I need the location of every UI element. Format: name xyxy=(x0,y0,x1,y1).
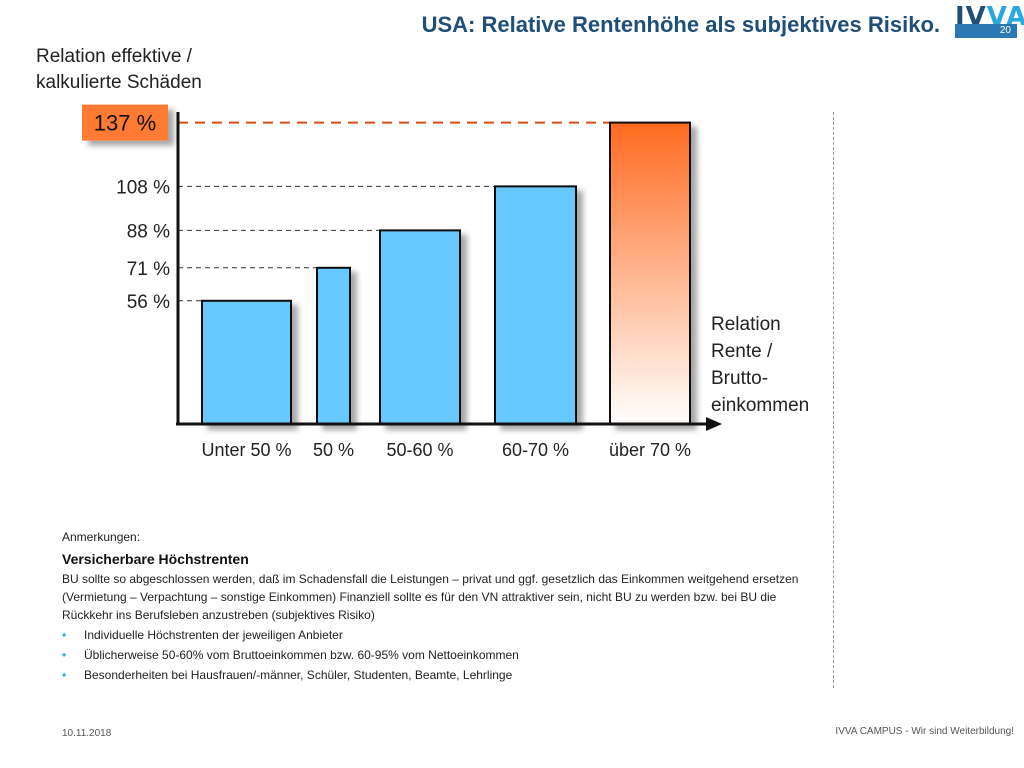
value-label-2: 88 % xyxy=(127,221,170,242)
chart-axes xyxy=(176,112,722,431)
bullet-icon: • xyxy=(62,668,67,682)
notes-caption: Anmerkungen: xyxy=(62,530,141,544)
notes-paragraph: BU sollte so abgeschlossen werden, daß i… xyxy=(62,572,799,622)
bullet-text: Besonderheiten bei Hausfrauen/-männer, S… xyxy=(84,668,513,682)
category-label-2: 50-60 % xyxy=(386,440,453,460)
highlight-label-bg xyxy=(82,104,168,141)
value-guide-lines xyxy=(178,121,610,302)
category-label-1: 50 % xyxy=(313,440,354,460)
bullet-text: Üblicherweise 50-60% vom Bruttoeinkommen… xyxy=(84,648,519,662)
bars-group xyxy=(201,121,691,425)
bullet-text: Individuelle Höchstrenten der jeweiligen… xyxy=(84,628,343,642)
bar-chart: 56 % 71 % 88 % 108 % 137 % Unter 50 % 50 % 50-… xyxy=(82,104,722,460)
slide-title: USA: Relative Rentenhöhe als subjektives… xyxy=(421,12,940,37)
value-labels-group: 56 % 71 % 88 % 108 % 137 % xyxy=(82,104,170,313)
footer-tagline: IVVA CAMPUS - Wir sind Weiterbildung! xyxy=(835,726,1014,737)
bar-2 xyxy=(379,229,461,425)
bullet-icon: • xyxy=(62,648,67,662)
category-label-0: Unter 50 % xyxy=(201,440,291,460)
notes-section: Anmerkungen: Versicherbare Höchstrenten … xyxy=(62,528,802,684)
footer-date: 10.11.2018 xyxy=(62,728,112,739)
bar-4 xyxy=(609,121,691,425)
category-label-4: über 70 % xyxy=(609,440,691,460)
ivva-logo: IVVA xyxy=(955,2,1024,32)
vertical-divider xyxy=(833,112,834,688)
notes-bullet-list: • Individuelle Höchstrenten der jeweilige… xyxy=(62,626,802,684)
bar-3 xyxy=(494,185,577,425)
list-item: • Besonderheiten bei Hausfrauen/-männer, … xyxy=(62,666,802,684)
list-item: • Üblicherweise 50-60% vom Bruttoeinkomme… xyxy=(62,646,802,664)
chart-y-axis-label: Relation effektive / kalkulierte Schäden xyxy=(36,46,202,93)
bullet-icon: • xyxy=(62,628,67,642)
value-label-4: 137 % xyxy=(94,111,156,136)
value-label-1: 71 % xyxy=(127,259,170,280)
value-label-3: 108 % xyxy=(116,177,170,198)
bar-1 xyxy=(316,266,351,425)
category-label-3: 60-70 % xyxy=(502,440,569,460)
bar-0 xyxy=(201,299,292,425)
chart-x-axis-label: Relation Rente / Brutto- einkommen xyxy=(711,314,810,416)
x-axis-arrow xyxy=(706,417,722,431)
notes-heading: Versicherbare Höchstrenten xyxy=(62,551,249,567)
value-label-0: 56 % xyxy=(127,292,170,313)
category-labels-group: Unter 50 % 50 % 50-60 % 60-70 % über 70 % xyxy=(201,440,691,460)
page-number: 20 xyxy=(955,24,1017,38)
list-item: • Individuelle Höchstrenten der jeweilige… xyxy=(62,626,802,644)
